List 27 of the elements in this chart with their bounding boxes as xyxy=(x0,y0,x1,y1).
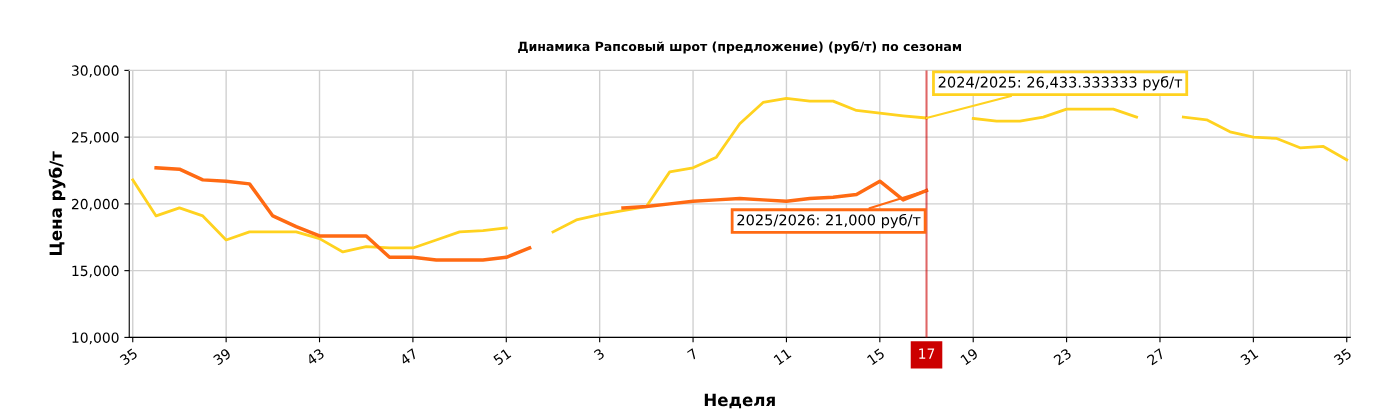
x-tick-label: 35 xyxy=(119,348,138,366)
x-tick-label: 7 xyxy=(687,348,699,361)
annotation: : 26,433.333333 руб/т xyxy=(1018,76,1183,91)
y-tick-label: 25,000 xyxy=(71,132,119,145)
y-tick-label: 15,000 xyxy=(72,265,119,278)
chart-title: Динамика Рапсовый шрот (предложение) (руб/т) по сезонам xyxy=(518,41,962,54)
y-tick-label: 10,000 xyxy=(72,332,119,345)
x-tick-label: 47 xyxy=(399,348,418,366)
x-tick-label: 27 xyxy=(1146,348,1166,366)
x-tick-label: 35 xyxy=(1333,348,1352,366)
x-tick-label: 11 xyxy=(773,348,792,366)
annotation: : 21,000 руб/т xyxy=(817,213,921,229)
x-axis-title: Неделя xyxy=(704,393,775,409)
x-tick-label: 17 xyxy=(919,348,935,359)
x-tick-label: 43 xyxy=(305,347,325,366)
y-axis-title: Цена руб/т xyxy=(48,151,66,256)
x-tick-label: 23 xyxy=(1053,347,1072,366)
y-tick-label: 30,000 xyxy=(71,65,119,78)
x-tick-label: 31 xyxy=(1239,348,1259,366)
x-tick-label: 39 xyxy=(212,347,232,366)
x-tick-label: 3 xyxy=(593,347,605,361)
text: 2024/2025 xyxy=(938,76,1016,89)
y-tick-label: 20,000 xyxy=(71,198,119,211)
series-label: 2025/2026 xyxy=(737,214,815,227)
x-tick-label: 19 xyxy=(960,347,979,366)
x-tick-label: 51 xyxy=(492,348,512,366)
x-tick-label: 15 xyxy=(866,348,885,366)
